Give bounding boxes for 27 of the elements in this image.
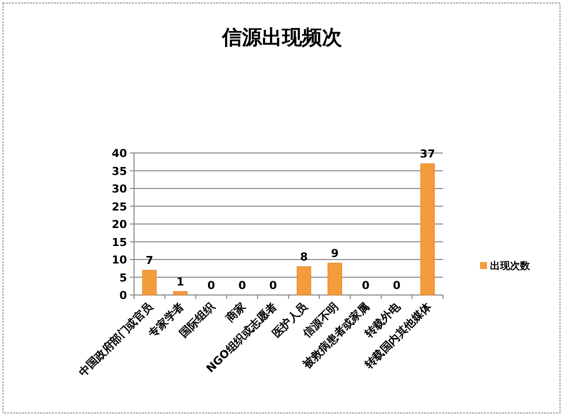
data-label: 1 [176,275,184,288]
y-tick-label: 0 [119,289,128,302]
y-tick-label: 35 [112,164,127,178]
data-label: 0 [362,279,370,292]
bar [420,163,435,296]
data-label: 0 [392,279,401,292]
bar [173,291,188,296]
data-label: 37 [420,148,436,161]
y-tick-label: 10 [112,254,128,266]
bar [142,270,157,296]
data-label: 0 [269,279,278,292]
chart-title: 信源出现频次 [221,25,343,49]
data-label: 8 [300,250,308,264]
y-tick-label: 25 [112,200,127,214]
legend-label: 出现次数 [490,260,531,272]
data-label: 0 [207,279,216,292]
data-label: 7 [146,254,154,268]
data-label: 9 [331,247,339,260]
x-tick-label: 商家 [222,300,248,326]
y-tick-label: 30 [112,182,128,196]
y-tick-label: 15 [112,236,127,249]
bar [296,266,312,296]
y-tick-label: 5 [119,271,127,284]
y-tick-label: 20 [112,218,128,231]
bar [328,262,342,296]
y-tick-label: 40 [112,147,128,160]
data-label: 0 [238,279,246,292]
